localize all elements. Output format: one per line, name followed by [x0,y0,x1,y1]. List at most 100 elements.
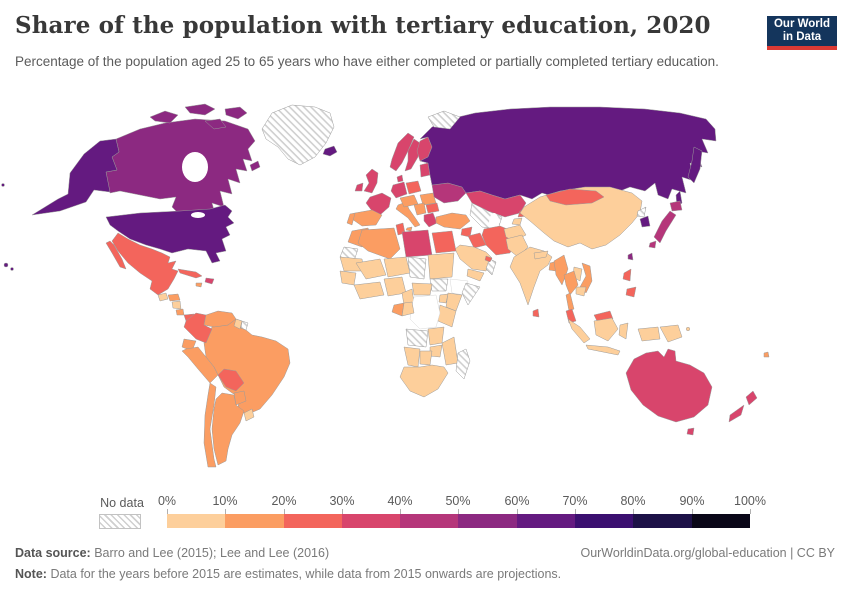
country-svalbard[interactable] [427,110,461,130]
country-turkey[interactable] [435,212,471,230]
country-sudan[interactable] [427,252,455,280]
country-canada[interactable] [105,118,256,220]
country-usa-alaska[interactable] [31,138,120,216]
country-southsudan[interactable] [429,278,449,292]
country-usa-mainland[interactable] [105,204,235,264]
country-bulgaria[interactable] [425,202,440,214]
country-colombia[interactable] [183,312,213,344]
country-greece[interactable] [423,212,438,228]
country-gap-drc[interactable] [409,294,441,330]
country-greenland[interactable] [261,104,335,166]
country-nicaragua[interactable] [171,300,182,310]
country-indonesia-java[interactable] [585,344,621,356]
country-serbia[interactable] [413,202,427,216]
country-southkorea[interactable] [639,215,651,228]
country-somalia[interactable] [461,282,481,306]
legend-bin-0[interactable] [167,514,226,528]
country-australia[interactable] [625,348,713,423]
country-japan-hokkaido[interactable] [669,200,683,212]
country-canada-arctic1[interactable] [149,110,179,124]
country-canada-arctic2[interactable] [184,103,216,116]
country-poland[interactable] [405,180,422,195]
country-argentina[interactable] [211,392,245,466]
country-northkorea[interactable] [636,206,647,218]
country-china[interactable] [519,186,643,250]
country-uganda[interactable] [438,293,449,304]
country-oman[interactable] [485,258,497,276]
country-southafrica[interactable] [399,364,449,398]
country-australia-tasmania[interactable] [686,427,695,436]
country-vietnam[interactable] [579,262,593,294]
legend-bin-7[interactable] [575,514,634,528]
country-chad[interactable] [407,256,427,280]
no-data-swatch[interactable] [99,514,141,529]
country-algeria[interactable] [357,227,401,260]
country-tajikistan[interactable] [511,217,523,226]
country-russia-kamchatka[interactable] [687,146,703,184]
country-japan-kyushu[interactable] [648,240,657,249]
country-jamaica[interactable] [195,282,203,288]
country-canada-newfoundland[interactable] [249,160,261,172]
country-dominican[interactable] [204,277,215,285]
country-png-island[interactable] [685,326,691,332]
country-madagascar[interactable] [455,348,471,380]
country-germany[interactable] [390,181,408,199]
country-mexico[interactable] [111,232,179,296]
country-indonesia-papua[interactable] [637,326,661,342]
country-sweden[interactable] [404,138,421,172]
legend-bin-2[interactable] [283,514,342,528]
country-indonesia-sulawesi[interactable] [618,322,629,340]
legend-bin-3[interactable] [341,514,401,528]
country-saudiarabia[interactable] [454,244,493,272]
country-russia[interactable] [419,106,717,200]
country-cuba[interactable] [177,268,203,279]
country-italy-sicily[interactable] [405,226,413,232]
country-srilanka[interactable] [532,308,540,318]
country-car[interactable] [411,282,433,296]
country-uruguay[interactable] [243,408,255,422]
country-taiwan[interactable] [627,252,634,261]
country-mali[interactable] [355,258,387,280]
country-senegal[interactable] [339,270,357,286]
country-newzealand-north[interactable] [745,390,758,406]
legend-bin-5[interactable] [458,514,517,528]
legend-bin-1[interactable] [225,514,284,528]
country-mongolia[interactable] [545,188,605,206]
country-france[interactable] [365,192,392,216]
country-indonesia-sumatra[interactable] [567,318,591,344]
country-cambodia[interactable] [575,286,587,297]
country-yemen[interactable] [466,268,485,282]
country-costarica[interactable] [175,308,185,316]
country-peru[interactable] [181,346,219,384]
country-libya[interactable] [401,229,433,258]
country-guyana[interactable] [233,318,243,330]
country-mozambique[interactable] [441,336,459,366]
country-philippines-luzon[interactable] [622,268,632,282]
country-indonesia-borneo[interactable] [593,317,619,342]
country-canada-arctic3[interactable] [224,106,248,120]
country-bolivia[interactable] [217,368,245,392]
country-namibia[interactable] [403,346,421,368]
country-usa-hawaii1[interactable] [3,262,9,268]
legend-bin-9[interactable] [691,514,750,528]
country-uk[interactable] [363,168,379,194]
country-fiji[interactable] [763,351,770,358]
country-uae[interactable] [484,255,493,263]
country-angola[interactable] [405,328,429,348]
country-canada-arctic4[interactable] [204,118,227,130]
country-suriname[interactable] [240,320,249,331]
country-congo[interactable] [401,301,415,317]
country-honduras[interactable] [167,293,181,302]
country-mexico-baja[interactable] [105,240,127,270]
country-ghana[interactable] [353,281,385,300]
country-portugal[interactable] [346,212,356,226]
country-newzealand-south[interactable] [728,404,745,423]
legend-bin-8[interactable] [633,514,692,528]
country-venezuela[interactable] [203,310,237,328]
country-denmark[interactable] [396,174,404,183]
country-usa-aleutians[interactable] [1,183,5,187]
country-niger[interactable] [383,256,411,278]
country-png[interactable] [659,324,683,343]
country-thailand-peninsula[interactable] [565,292,575,312]
legend-bin-6[interactable] [516,514,576,528]
